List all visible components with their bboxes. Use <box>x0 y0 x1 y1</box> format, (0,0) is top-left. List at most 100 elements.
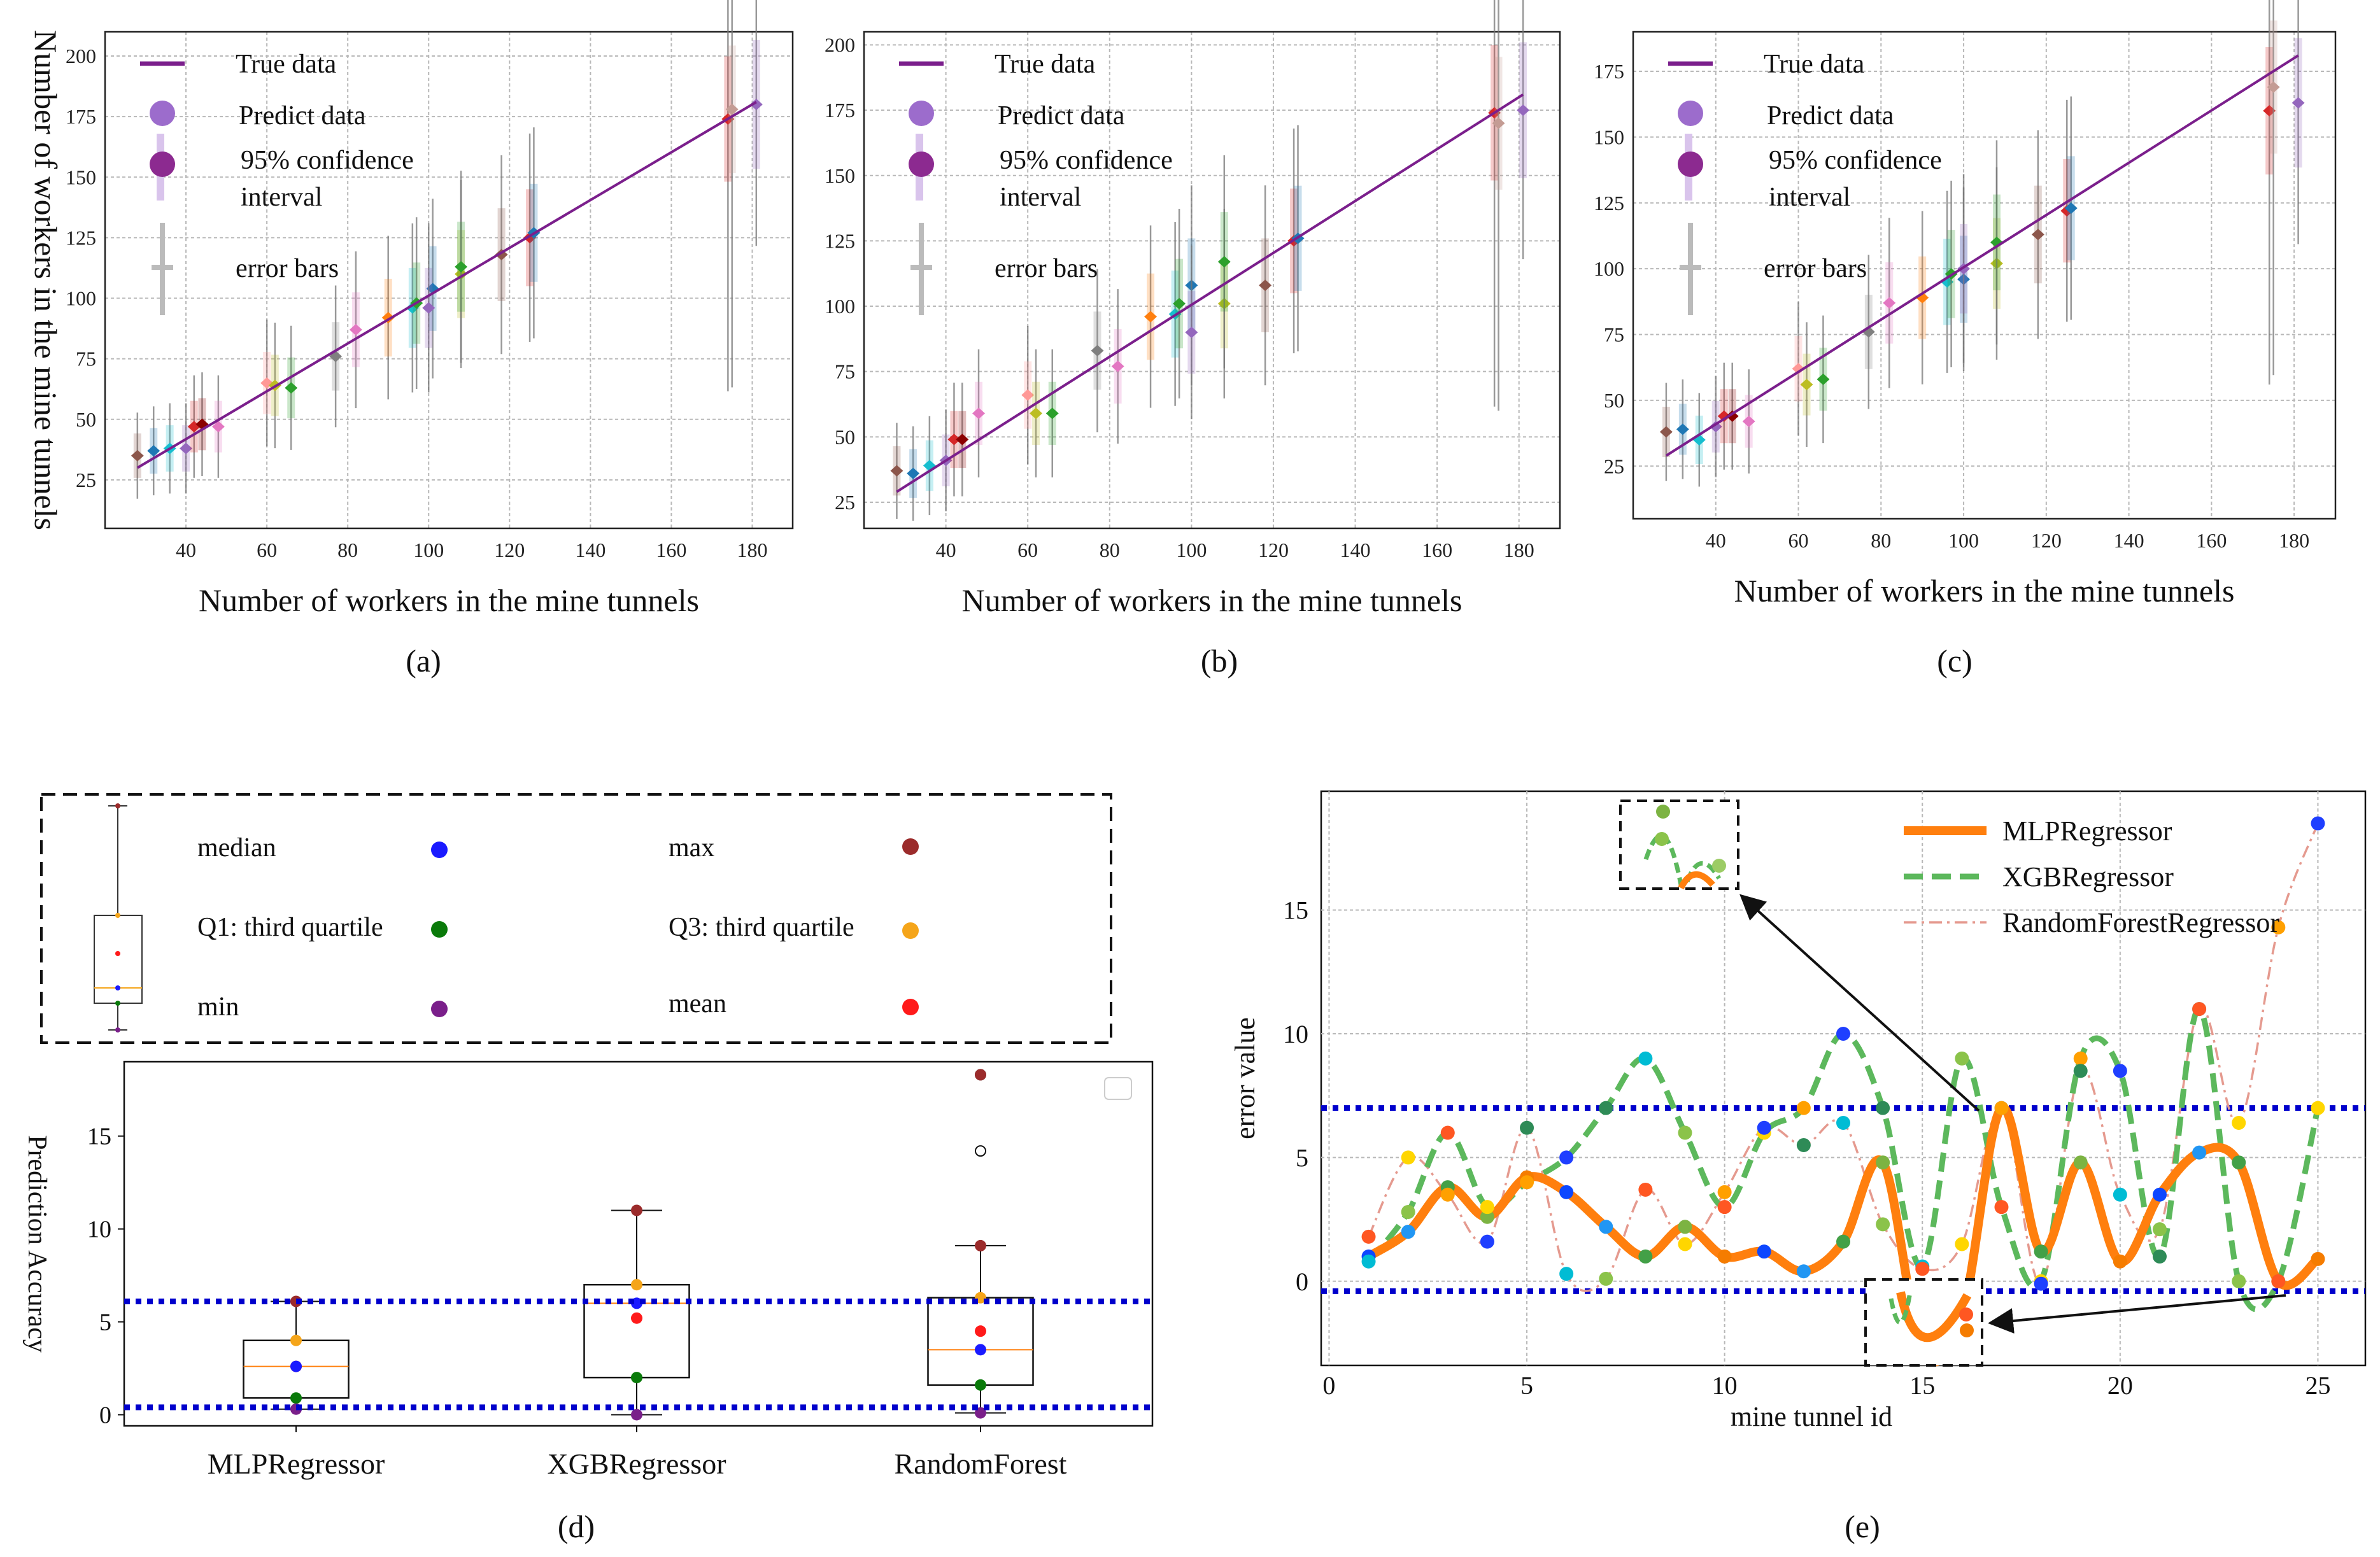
y-tick-label: 125 <box>825 229 855 252</box>
stat-dot <box>631 1204 642 1216</box>
data-point-XGBRegressor <box>1401 1204 1415 1219</box>
data-point-RandomForestRegressor <box>1361 1229 1376 1244</box>
legend-label: RandomForestRegressor <box>2002 907 2279 938</box>
predict-point <box>1492 117 1505 129</box>
data-point-MLPRegressor <box>2073 1155 2088 1170</box>
data-point-RandomForestRegressor <box>1717 1185 1732 1199</box>
legend-true-label: True data <box>1764 50 1865 79</box>
x-axis-label: Number of workers in the mine tunnels <box>962 582 1463 618</box>
x-tick-label: 80 <box>1100 539 1120 561</box>
y-axis-label: Number of workers in the mine tunnels <box>28 30 64 530</box>
data-point-XGBRegressor <box>1876 1101 1890 1115</box>
data-point-MLPRegressor <box>1638 1249 1653 1264</box>
predict-point <box>2267 81 2280 93</box>
y-tick-label: 75 <box>1604 323 1624 346</box>
data-point-XGBRegressor <box>1955 1051 1969 1066</box>
data-point-RandomForestRegressor <box>1955 1237 1969 1251</box>
stat-dot <box>975 1325 986 1337</box>
stat-dot <box>290 1334 302 1346</box>
predict-point <box>1021 389 1035 401</box>
data-point-RandomForestRegressor <box>1520 1120 1534 1135</box>
y-tick-label: 175 <box>825 99 855 122</box>
y-tick-label: 10 <box>1283 1020 1308 1048</box>
y-tick-label: 50 <box>1604 389 1624 412</box>
predict-point <box>211 421 225 433</box>
zoom-top-mlp <box>1678 871 1715 890</box>
predict-point <box>1144 311 1158 323</box>
legend-label: MLPRegressor <box>2002 815 2172 847</box>
legend-item-label: mean <box>669 989 726 1018</box>
true-data-line <box>136 101 757 469</box>
legend-predict-label: Predict data <box>239 101 366 130</box>
stat-dot <box>631 1372 642 1384</box>
x-tick-label: 140 <box>575 539 606 561</box>
data-point-RandomForestRegressor <box>1915 1262 1930 1276</box>
data-point-RandomForestRegressor <box>1559 1267 1574 1281</box>
data-point-MLPRegressor <box>1678 1220 1692 1234</box>
data-point-XGBRegressor <box>1440 1125 1455 1140</box>
legend-predict-marker <box>909 101 934 126</box>
predict-point <box>1676 423 1689 435</box>
data-point-MLPRegressor <box>1599 1220 1613 1234</box>
legend-frame <box>40 793 1112 1044</box>
zoom-box-top <box>1619 800 1739 890</box>
data-point-RandomForestRegressor <box>2034 1276 2048 1291</box>
predict-point <box>947 433 961 446</box>
true-data-line <box>1665 54 2299 457</box>
data-point-MLPRegressor <box>1796 1264 1811 1279</box>
zoom-bottom-xgb <box>1888 1292 1913 1325</box>
legend-item-label: max <box>669 833 714 863</box>
predict-point <box>1742 416 1755 427</box>
legend-errbar-label: error bars <box>1764 254 1867 283</box>
data-point-MLPRegressor <box>2232 1155 2246 1170</box>
y-tick-label: 15 <box>1283 896 1308 925</box>
predict-point <box>1725 410 1739 422</box>
legend-item-label: median <box>197 833 276 863</box>
x-tick-label: 40 <box>1706 529 1726 552</box>
data-point-XGBRegressor <box>1836 1027 1850 1041</box>
data-point-MLPRegressor <box>2152 1187 2167 1202</box>
predict-point <box>422 302 436 314</box>
legend-item-label: min <box>197 992 239 1022</box>
predict-point <box>749 99 763 111</box>
predict-point <box>1709 421 1722 433</box>
x-tick-label: XGBRegressor <box>547 1448 726 1480</box>
data-point-RandomForestRegressor <box>1440 1187 1455 1202</box>
zoom-arrow-bottom <box>1988 1294 2286 1334</box>
legend-ci-marker <box>909 151 934 177</box>
panel-caption: (e) <box>1845 1509 1880 1544</box>
predict-point <box>349 324 362 335</box>
y-tick-label: 15 <box>87 1124 111 1150</box>
predict-point <box>1517 104 1530 116</box>
panel-caption: (d) <box>558 1509 595 1544</box>
data-point-XGBRegressor <box>2311 1101 2325 1115</box>
predict-point <box>1091 344 1104 356</box>
y-axis-label: error value <box>1229 1017 1261 1139</box>
predict-point <box>1800 379 1813 391</box>
y-tick-label: 75 <box>835 360 855 383</box>
legend-errbar-label: error bars <box>995 254 1098 283</box>
predict-point <box>180 442 193 454</box>
predict-point <box>2064 202 2078 215</box>
predict-point <box>890 465 903 477</box>
predict-point <box>956 433 969 446</box>
panel-b-scatter: 40 60 80 100 120 140 160 180 25 50 75 100 125 150 175 2… <box>825 0 1561 679</box>
data-point-MLPRegressor <box>1559 1185 1574 1199</box>
data-point-RandomForestRegressor <box>1401 1150 1415 1165</box>
legend-predict-label: Predict data <box>998 101 1125 130</box>
data-point-RandomForestRegressor <box>2113 1187 2127 1202</box>
data-point-RandomForestRegressor <box>2152 1222 2167 1237</box>
plot-frame <box>1320 790 2367 1367</box>
zoom-arrow-top <box>1739 894 1980 1112</box>
predict-point <box>972 407 986 419</box>
data-point-XGBRegressor <box>2073 1051 2088 1066</box>
predict-point <box>1259 279 1272 292</box>
plot-frame <box>863 31 1561 530</box>
legend-item-dot <box>431 1001 448 1017</box>
x-tick-label: 60 <box>1789 529 1809 552</box>
x-axis-label: Number of workers in the mine tunnels <box>199 582 699 618</box>
legend-true-label: True data <box>236 50 337 79</box>
predict-point <box>1217 256 1231 268</box>
data-point-RandomForestRegressor <box>1836 1115 1850 1130</box>
data-point-MLPRegressor <box>1757 1244 1771 1259</box>
